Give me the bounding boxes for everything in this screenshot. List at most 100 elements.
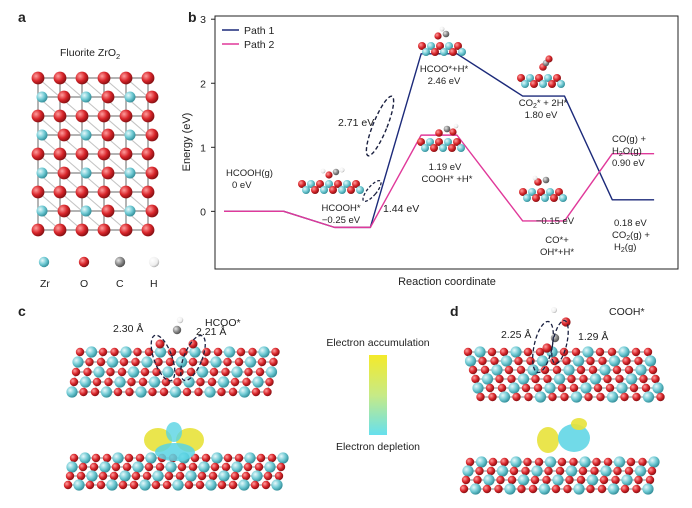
o-atom: [475, 466, 484, 476]
o-atom: [542, 343, 552, 353]
o-atom: [188, 339, 198, 349]
zr-atom: [472, 382, 484, 394]
zr-atom: [124, 205, 136, 217]
zr-atom: [582, 346, 594, 358]
o-atom: [98, 471, 108, 481]
zr-atom: [534, 391, 547, 403]
o-atom: [182, 387, 192, 397]
o-atom: [152, 367, 161, 377]
zr-atom: [538, 483, 551, 495]
zr-atom: [252, 376, 264, 388]
o-atom: [117, 367, 127, 377]
o-atom: [75, 223, 89, 237]
o-atom: [188, 357, 198, 367]
o-atom: [197, 471, 207, 481]
zr-atom: [599, 364, 611, 376]
zr-atom: [517, 474, 530, 486]
zr-atom: [141, 356, 153, 368]
o-atom: [560, 392, 569, 402]
zr-atom: [579, 456, 591, 468]
o-atom: [194, 387, 203, 397]
o-atom: [234, 357, 244, 367]
o-atom: [83, 367, 92, 377]
o-atom: [329, 186, 337, 194]
panel-c: HCOO* 2.30 Å 2.21 Å: [63, 316, 289, 491]
o-atom: [223, 357, 232, 367]
o-atom: [236, 347, 246, 357]
o-atom: [251, 387, 261, 397]
bond-length-left: 2.30 Å: [113, 322, 143, 335]
o-atom: [448, 144, 456, 152]
o-atom: [557, 457, 567, 467]
o-atom: [459, 484, 469, 494]
h-atom: [439, 26, 445, 32]
o-atom: [514, 356, 523, 366]
o-atom: [586, 356, 595, 366]
o-atom: [632, 392, 641, 402]
o-atom: [195, 480, 205, 490]
o-atom: [135, 453, 145, 463]
o-atom: [590, 466, 599, 476]
o-atom: [509, 466, 519, 476]
o-atom: [119, 185, 133, 199]
bond-length-d-left: 2.25 Å: [501, 328, 531, 341]
zr-atom: [86, 470, 98, 482]
o-atom: [179, 347, 188, 357]
o-atom: [173, 377, 182, 387]
zr-atom: [66, 461, 78, 473]
o-atom: [210, 462, 220, 472]
o-atom: [119, 223, 133, 237]
o-atom: [76, 471, 86, 481]
o-atom: [603, 457, 613, 467]
o-atom: [504, 365, 514, 375]
o-atom: [507, 374, 516, 384]
zr-atom: [204, 386, 216, 398]
zr-atom: [565, 465, 578, 477]
o-atom: [124, 453, 134, 463]
zr-atom: [498, 391, 511, 403]
o-atom: [118, 480, 128, 490]
zr-atom: [320, 186, 328, 194]
o-atom: [567, 374, 576, 384]
zr-atom: [481, 373, 494, 385]
o-atom: [463, 347, 473, 357]
zr-atom: [154, 346, 167, 358]
o-atom: [497, 383, 507, 393]
zr-atom: [606, 391, 619, 403]
hcoo-charge-density: [63, 422, 289, 491]
fluorite-crystal-model: [31, 71, 159, 237]
o-atom: [473, 475, 482, 485]
zr-atom: [553, 373, 566, 385]
zr-atom: [642, 483, 654, 495]
o-atom: [207, 377, 217, 387]
o-atom: [53, 109, 67, 123]
h-atom: [532, 175, 538, 181]
zr-atom: [338, 186, 346, 194]
zr-atom: [80, 91, 92, 103]
o-atom: [267, 453, 277, 463]
label-hcoo-h: HCOO*+H*: [420, 64, 469, 75]
o-atom: [234, 453, 244, 463]
o-atom: [465, 457, 475, 467]
o-atom: [31, 147, 45, 161]
label-co2-2h-energy: 1.80 eV: [525, 110, 558, 121]
zr-atom: [218, 470, 230, 482]
zr-atom: [608, 355, 621, 367]
zr-atom: [231, 366, 243, 378]
o-atom: [495, 374, 504, 384]
o-atom: [523, 347, 533, 357]
label-co-oh-h-energy: −0.15 eV: [536, 216, 575, 227]
o-atom: [571, 347, 581, 357]
o-atom: [552, 365, 562, 375]
c-atom: [172, 325, 182, 335]
zr-atom: [491, 364, 503, 376]
o-atom: [531, 374, 540, 384]
o-atom: [334, 180, 342, 188]
zr-atom: [635, 364, 647, 376]
o-atom: [521, 466, 530, 476]
zr-atom: [474, 346, 486, 358]
zr-atom: [427, 42, 435, 50]
zr-atom: [72, 356, 84, 368]
o-atom: [119, 147, 133, 161]
zr-atom: [277, 452, 289, 464]
